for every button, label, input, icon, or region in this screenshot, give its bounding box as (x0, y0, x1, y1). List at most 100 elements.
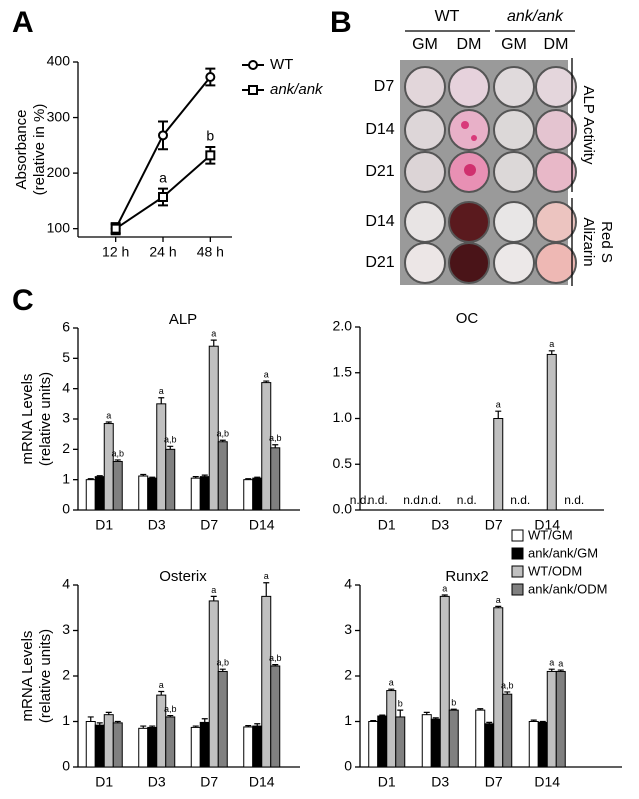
significance-label: a (549, 658, 554, 668)
error-bar (548, 350, 555, 355)
bar (493, 418, 504, 511)
column-label: GM (501, 36, 527, 53)
error-bar (245, 724, 252, 727)
section-label: ALP Activity (580, 86, 597, 165)
value-label: n.d. (350, 493, 370, 507)
bar (395, 716, 406, 768)
bar (217, 670, 228, 768)
data-point (158, 130, 168, 141)
panel-label: C (12, 284, 34, 317)
error-bar (397, 709, 404, 717)
significance-label: a,b (501, 680, 514, 690)
error-bar (539, 720, 546, 723)
x-tick-label: D3 (148, 774, 166, 790)
legend-label: ank/ank/ODM (528, 581, 607, 596)
bar (261, 382, 272, 511)
significance-label: a (159, 169, 167, 185)
data-point (110, 223, 121, 234)
x-tick-label: D3 (431, 774, 449, 790)
significance-label: a (496, 595, 501, 605)
error-bar (530, 719, 537, 722)
bar (377, 715, 388, 768)
x-tick-label: 12 h (102, 244, 129, 260)
row-label: D7 (374, 78, 395, 95)
bar (112, 460, 123, 511)
y-tick-label: 4 (344, 576, 352, 592)
bar (138, 727, 149, 768)
bar (528, 721, 539, 768)
bar (502, 693, 513, 768)
chart-title: Runx2 (445, 568, 488, 585)
bar (190, 726, 201, 768)
y-axis-label: (relative units) (37, 372, 54, 466)
x-tick-label: D1 (95, 517, 113, 533)
bar (546, 353, 557, 511)
x-tick-label: D14 (534, 517, 560, 533)
significance-label: a,b (164, 435, 177, 445)
error-bar (219, 668, 226, 672)
error-bar (210, 595, 217, 601)
error-bar (245, 478, 252, 480)
error-bar (105, 421, 112, 424)
stain-spot (464, 164, 476, 176)
error-bar (379, 714, 386, 717)
error-bar (87, 716, 94, 722)
y-axis-label: mRNA Levels (19, 631, 36, 722)
bar (85, 721, 96, 768)
y-tick-label: 2 (344, 667, 352, 683)
error-bar (263, 582, 270, 597)
y-tick-label: 0.5 (333, 455, 353, 471)
bar (421, 714, 432, 768)
error-bar (477, 708, 484, 711)
column-label: DM (544, 36, 569, 53)
bar (94, 476, 105, 511)
bar (156, 403, 167, 511)
bar (243, 479, 254, 511)
significance-label: a,b (216, 429, 229, 439)
bar (165, 448, 176, 511)
significance-label: a,b (269, 653, 282, 663)
wells (404, 66, 577, 284)
bar (252, 477, 263, 511)
y-tick-label: 4 (62, 576, 70, 592)
section-label: Alizarin (580, 217, 597, 266)
significance-label: a (211, 585, 216, 595)
y-tick-label: 4 (62, 379, 70, 395)
bar (112, 722, 123, 768)
bar (94, 724, 105, 768)
bar (85, 479, 96, 511)
x-tick-label: D7 (200, 517, 218, 533)
error-bar (388, 688, 395, 691)
x-tick-label: D7 (485, 517, 503, 533)
error-bar (370, 719, 377, 722)
significance-label: b (451, 698, 456, 708)
error-bar (219, 439, 226, 442)
legend-label: ank/ank/GM (528, 545, 598, 560)
significance-label: a (389, 678, 394, 688)
section-label: Red S (598, 221, 615, 263)
x-tick-label: D14 (249, 517, 275, 533)
error-bar (149, 725, 156, 728)
row-label: D21 (365, 254, 394, 271)
bar (484, 723, 495, 768)
error-bar (495, 410, 502, 419)
y-tick-label: 2 (62, 667, 70, 683)
y-tick-label: 3 (62, 621, 70, 637)
y-tick-label: 1 (344, 712, 352, 728)
legend-label: WT/GM (528, 527, 573, 542)
bar (217, 441, 228, 511)
bar (252, 725, 263, 768)
row-label: D21 (365, 163, 394, 180)
bar (147, 477, 158, 511)
error-bar (167, 714, 174, 717)
y-tick-label: 2.0 (333, 318, 353, 334)
y-tick-label: 400 (47, 53, 71, 69)
value-label: n.d. (564, 493, 584, 507)
x-tick-label: D14 (249, 774, 275, 790)
legend-marker (248, 60, 258, 70)
significance-label: a (211, 329, 216, 339)
error-bar (450, 708, 457, 711)
error-bar (272, 444, 279, 448)
error-bar (158, 690, 165, 696)
